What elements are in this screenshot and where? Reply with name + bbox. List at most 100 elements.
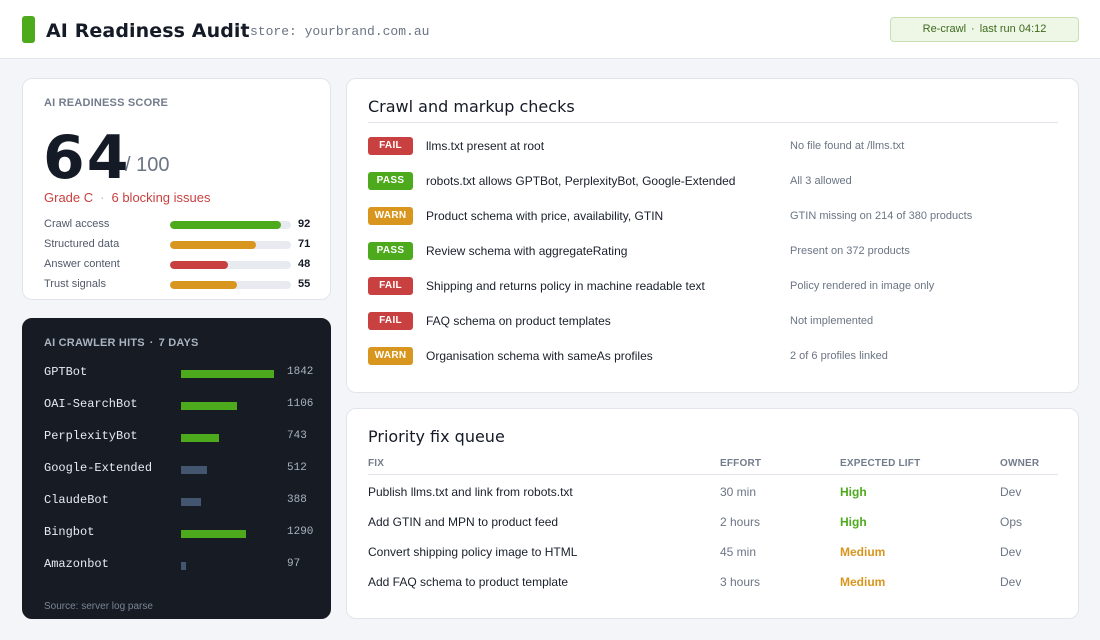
crawler-hit-count: 1842 (287, 366, 314, 378)
expected-lift: Medium (840, 575, 886, 589)
effort-value: 2 hours (720, 515, 761, 529)
check-description: FAQ schema on product templates (426, 314, 611, 328)
crawler-hits-bar (181, 370, 274, 378)
crawler-name: Google-Extended (44, 461, 153, 475)
check-row: FAIL FAQ schema on product templates Not i… (368, 312, 1058, 330)
brand-logo-icon (22, 16, 35, 43)
last-run-time: last run 04:12 (979, 23, 1047, 35)
table-row[interactable]: Add FAQ schema to product template 3 hour… (368, 575, 1058, 591)
crawler-hit-count: 743 (287, 430, 307, 442)
check-row: FAIL Shipping and returns policy in machi… (368, 277, 1058, 295)
check-row: PASS robots.txt allows GPTBot, Perplexity… (368, 172, 1058, 190)
owner-value: Dev (1000, 485, 1022, 499)
check-result-note: Present on 372 products (790, 245, 910, 257)
status-badge: FAIL (368, 137, 413, 155)
check-result-note: GTIN missing on 214 of 380 products (790, 210, 973, 222)
score-card-heading: AI READINESS SCORE (44, 97, 169, 109)
metric-label: Crawl access (44, 218, 110, 230)
crawler-hits-bar (181, 562, 186, 570)
status-badge: PASS (368, 242, 413, 260)
fix-queue-card: Priority fix queue FIX EFFORT EXPECTED L… (346, 408, 1079, 619)
check-description: Organisation schema with sameAs profiles (426, 349, 653, 363)
owner-value: Dev (1000, 545, 1022, 559)
metric-row: Answer content 48 (44, 257, 314, 273)
metric-value: 92 (298, 218, 311, 230)
fix-name: Convert shipping policy image to HTML (368, 545, 578, 559)
column-header-lift: EXPECTED LIFT (840, 458, 921, 469)
crawler-hits-bar (181, 466, 207, 474)
checks-title: Crawl and markup checks (368, 97, 575, 116)
recrawl-button[interactable]: Re-crawl · last run 04:12 (890, 17, 1079, 42)
recrawl-label: Re-crawl (922, 23, 967, 35)
score-value: 64 (43, 123, 131, 193)
app-title: AI Readiness Audit (46, 20, 250, 42)
check-row: WARN Product schema with price, availabil… (368, 207, 1058, 225)
metric-bar-track (170, 221, 291, 229)
grade-summary: Grade C · 6 blocking issues (44, 190, 210, 205)
metric-row: Trust signals 55 (44, 277, 314, 293)
metric-label: Answer content (44, 258, 120, 270)
check-row: PASS Review schema with aggregateRating Pr… (368, 242, 1058, 260)
metric-value: 48 (298, 258, 311, 270)
check-description: Review schema with aggregateRating (426, 244, 628, 258)
table-row[interactable]: Publish llms.txt and link from robots.tx… (368, 485, 1058, 501)
metric-bar-fill (170, 281, 237, 289)
column-header-effort: EFFORT (720, 458, 762, 469)
metric-label: Trust signals (44, 278, 106, 290)
table-row[interactable]: Add GTIN and MPN to product feed 2 hours H… (368, 515, 1058, 531)
metric-bar-track (170, 261, 291, 269)
status-badge: FAIL (368, 312, 413, 330)
status-badge: WARN (368, 347, 413, 365)
markup-checks-card: Crawl and markup checks FAIL llms.txt pre… (346, 78, 1079, 393)
status-badge: PASS (368, 172, 413, 190)
crawler-hits-card: AI CRAWLER HITS · 7 DAYS GPTBot 1842 OAI-Sea… (22, 318, 331, 619)
column-header-owner: OWNER (1000, 458, 1040, 469)
crawler-name: Amazonbot (44, 557, 109, 571)
metric-bar-fill (170, 241, 256, 249)
metric-bar-track (170, 241, 291, 249)
crawler-hit-count: 97 (287, 558, 301, 570)
metric-value: 55 (298, 278, 311, 290)
check-result-note: All 3 allowed (790, 175, 852, 187)
separator-dot: · (971, 23, 975, 35)
separator-dot: · (100, 190, 105, 205)
check-result-note: No file found at /llms.txt (790, 140, 905, 152)
crawler-hits-bar (181, 498, 201, 506)
crawler-hit-count: 1106 (287, 398, 314, 410)
separator-dot: · (149, 337, 154, 349)
crawler-name: PerplexityBot (44, 429, 138, 443)
store-domain: store: yourbrand.com.au (250, 24, 430, 39)
grade-label: Grade C (44, 190, 94, 205)
check-description: Product schema with price, availability,… (426, 209, 664, 223)
blocking-issues: 6 blocking issues (111, 190, 211, 205)
metric-value: 71 (298, 238, 311, 250)
score-max: / 100 (125, 154, 170, 176)
effort-value: 45 min (720, 545, 757, 559)
source-note: Source: server log parse (44, 601, 153, 612)
metric-bar-fill (170, 261, 229, 269)
effort-value: 30 min (720, 485, 757, 499)
check-result-note: 2 of 6 profiles linked (790, 350, 888, 362)
crawler-row: ClaudeBot 388 (44, 492, 314, 510)
metric-row: Crawl access 92 (44, 217, 314, 233)
effort-value: 3 hours (720, 575, 761, 589)
metric-label: Structured data (44, 238, 120, 250)
check-result-note: Not implemented (790, 315, 874, 327)
crawler-name: ClaudeBot (44, 493, 109, 507)
check-description: llms.txt present at root (426, 139, 545, 153)
divider (368, 474, 1058, 475)
fix-name: Add GTIN and MPN to product feed (368, 515, 559, 529)
crawler-row: OAI-SearchBot 1106 (44, 396, 314, 414)
crawler-row: GPTBot 1842 (44, 364, 314, 382)
table-row[interactable]: Convert shipping policy image to HTML 45 … (368, 545, 1058, 561)
metric-bar-track (170, 281, 291, 289)
crawler-hit-count: 388 (287, 494, 307, 506)
owner-value: Ops (1000, 515, 1023, 529)
crawler-name: Bingbot (44, 525, 95, 539)
check-row: FAIL llms.txt present at root No file foun… (368, 137, 1058, 155)
crawler-hits-bar (181, 530, 246, 538)
status-badge: FAIL (368, 277, 413, 295)
crawler-row: Amazonbot 97 (44, 556, 314, 574)
fix-name: Publish llms.txt and link from robots.tx… (368, 485, 573, 499)
fix-name: Add FAQ schema to product template (368, 575, 569, 589)
